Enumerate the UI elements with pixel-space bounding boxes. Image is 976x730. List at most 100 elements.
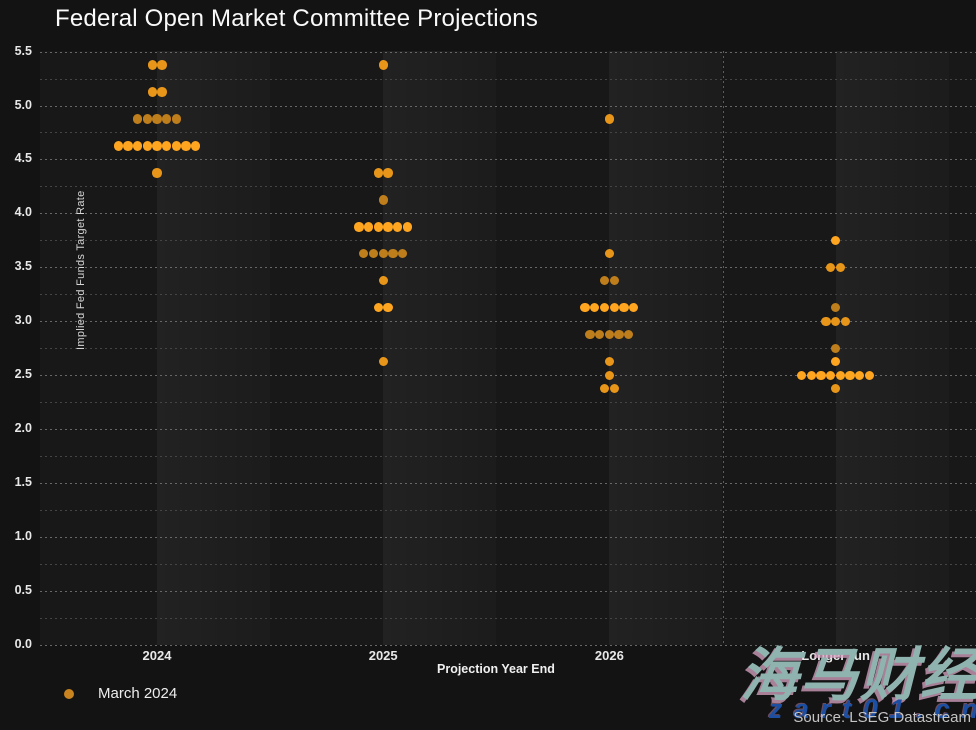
y-tick-label: 3.5 (14, 259, 32, 274)
projection-dot (113, 141, 123, 151)
projection-dot (373, 168, 383, 178)
projection-dot (604, 357, 615, 367)
projection-dot (840, 316, 850, 326)
gridline-minor (40, 564, 976, 566)
projection-dot (157, 60, 167, 70)
legend-label: March 2024 (98, 685, 178, 702)
gridline-minor (40, 240, 976, 242)
plot-area (40, 51, 976, 646)
y-tick-label: 4.0 (14, 205, 32, 220)
projection-dot (796, 370, 807, 380)
projection-dot (806, 370, 816, 380)
projection-dot (609, 276, 619, 286)
projection-dot (826, 370, 836, 380)
longer-run-separator-line (722, 51, 724, 645)
projection-dot (181, 141, 191, 151)
projection-dot (152, 114, 162, 124)
gridline-major (40, 645, 976, 646)
gridline-major (40, 321, 976, 323)
projection-dot (830, 316, 841, 326)
y-tick-label: 0.5 (14, 583, 32, 597)
legend-dot-icon (64, 688, 74, 699)
gridline-minor (40, 402, 976, 404)
projection-dot (388, 249, 398, 259)
y-tick-label: 4.5 (14, 151, 32, 166)
projection-dot (383, 222, 393, 232)
projection-dot (378, 249, 388, 259)
projection-dot (604, 249, 615, 259)
chart-legend: March 2024 (64, 685, 177, 702)
gridline-minor (40, 132, 976, 134)
projection-dot (378, 60, 388, 70)
projection-dot (830, 357, 841, 367)
projection-dot (378, 357, 388, 367)
source-attribution: Source: LSEG Datastream (793, 709, 971, 726)
projection-dot (614, 330, 624, 340)
projection-dot (162, 114, 172, 124)
projection-dot (152, 141, 162, 151)
projection-dot (604, 370, 615, 380)
projection-dot (826, 262, 836, 272)
projection-dot (171, 141, 182, 151)
gridline-minor (40, 186, 976, 188)
projection-dot (845, 370, 855, 380)
projection-dot (397, 249, 408, 259)
projection-dot (585, 330, 595, 340)
x-tick-label: Longer run (801, 648, 870, 663)
projection-dot (604, 114, 615, 124)
y-tick-label: 0.0 (14, 637, 32, 651)
projection-dot (378, 276, 388, 286)
y-tick-label: 2.0 (14, 421, 32, 436)
gridline-minor (40, 510, 976, 512)
gridline-major (40, 105, 976, 107)
projection-dot (609, 384, 619, 394)
projection-dot (383, 168, 393, 178)
gridline-major (40, 159, 976, 161)
projection-dot (378, 195, 388, 205)
projection-dot (147, 60, 157, 70)
gridline-major (40, 591, 976, 592)
projection-dot (363, 222, 374, 232)
chart-title: Federal Open Market Committee Projection… (55, 5, 539, 32)
projection-dot (830, 303, 841, 313)
projection-dot (132, 114, 143, 124)
projection-dot (123, 141, 133, 151)
projection-dot (599, 276, 610, 286)
gridline-major (40, 483, 976, 485)
y-tick-label: 5.0 (14, 97, 32, 112)
y-tick-label: 2.5 (14, 367, 32, 382)
gridline-major (40, 213, 976, 215)
projection-dot (142, 114, 152, 124)
projection-dot (157, 87, 167, 97)
projection-dot (393, 222, 403, 232)
gridline-minor (40, 78, 976, 80)
projection-dot (830, 235, 841, 245)
projection-dot (147, 87, 157, 97)
projection-dot (590, 303, 600, 313)
projection-dot (171, 114, 182, 124)
gridline-minor (40, 348, 976, 350)
projection-dot (864, 370, 875, 380)
gridline-minor (40, 294, 976, 296)
y-tick-label: 1.5 (14, 475, 32, 490)
projection-dot (191, 141, 201, 151)
projection-dot (599, 384, 610, 394)
gridline-major (40, 267, 976, 269)
projection-dot (619, 303, 629, 313)
x-tick-label: 2024 (142, 648, 172, 663)
projection-dot (142, 141, 152, 151)
projection-dot (624, 330, 634, 340)
projection-dot (373, 303, 383, 313)
projection-dot (821, 316, 831, 326)
projection-dot (152, 168, 162, 178)
projection-dot (855, 370, 865, 380)
projection-dot (604, 330, 615, 340)
gridline-major (40, 537, 976, 539)
projection-dot (162, 141, 172, 151)
projection-dot (402, 222, 413, 232)
projection-dot (595, 330, 605, 340)
projection-dot (580, 303, 590, 313)
projection-dot (599, 303, 610, 313)
projection-dot (835, 262, 846, 272)
x-tick-label: 2025 (368, 648, 398, 663)
